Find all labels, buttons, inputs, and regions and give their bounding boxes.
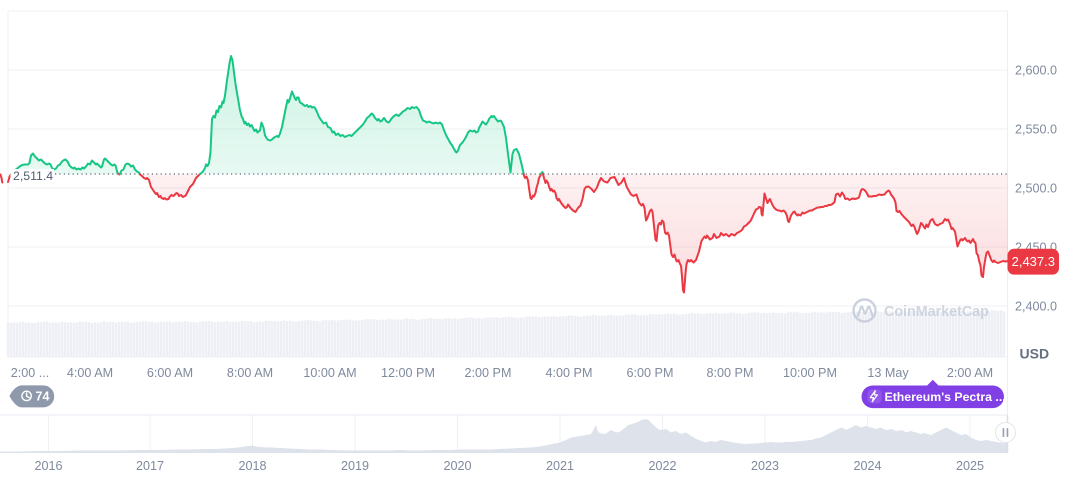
svg-text:2:00 ...: 2:00 ...	[11, 366, 50, 380]
svg-text:Ethereum's Pectra ...: Ethereum's Pectra ...	[885, 390, 1006, 404]
svg-text:2,511.4: 2,511.4	[13, 169, 53, 183]
svg-text:2020: 2020	[443, 459, 471, 473]
svg-text:2023: 2023	[751, 459, 779, 473]
svg-text:2:00 PM: 2:00 PM	[465, 366, 512, 380]
svg-text:2025: 2025	[956, 459, 984, 473]
svg-text:6:00 PM: 6:00 PM	[627, 366, 674, 380]
svg-text:2022: 2022	[648, 459, 676, 473]
svg-text:10:00 AM: 10:00 AM	[303, 366, 356, 380]
svg-text:8:00 PM: 8:00 PM	[707, 366, 754, 380]
svg-text:2024: 2024	[853, 459, 881, 473]
svg-text:2016: 2016	[34, 459, 62, 473]
svg-text:USD: USD	[1020, 346, 1050, 362]
svg-text:2,500.0: 2,500.0	[1015, 182, 1057, 196]
svg-text:2,400.0: 2,400.0	[1015, 300, 1057, 314]
svg-text:2:00 AM: 2:00 AM	[947, 366, 993, 380]
svg-text:2021: 2021	[546, 459, 574, 473]
svg-text:13 May: 13 May	[867, 366, 909, 380]
svg-text:74: 74	[36, 390, 50, 404]
svg-text:4:00 PM: 4:00 PM	[546, 366, 593, 380]
svg-text:8:00 AM: 8:00 AM	[227, 366, 273, 380]
svg-text:12:00 PM: 12:00 PM	[381, 366, 435, 380]
svg-text:10:00 PM: 10:00 PM	[783, 366, 837, 380]
svg-text:2,600.0: 2,600.0	[1015, 64, 1057, 78]
svg-text:2018: 2018	[238, 459, 266, 473]
svg-text:4:00 AM: 4:00 AM	[67, 366, 113, 380]
svg-text:2019: 2019	[341, 459, 369, 473]
svg-text:2017: 2017	[136, 459, 164, 473]
svg-text:6:00 AM: 6:00 AM	[147, 366, 193, 380]
svg-text:CoinMarketCap: CoinMarketCap	[884, 304, 989, 320]
svg-text:2,437.3: 2,437.3	[1012, 254, 1055, 269]
svg-text:2,550.0: 2,550.0	[1015, 123, 1057, 137]
